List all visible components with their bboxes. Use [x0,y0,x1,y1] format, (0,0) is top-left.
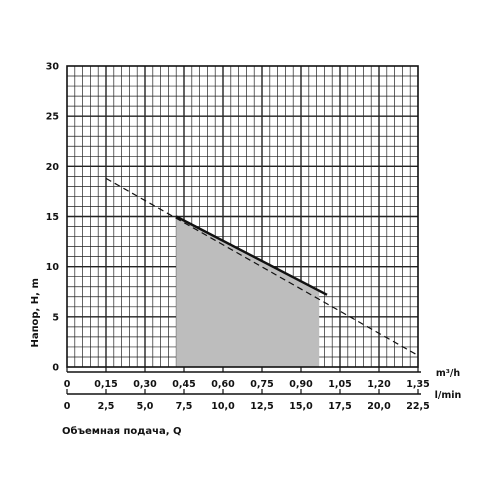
x-unit-m3h: m³/h [436,368,461,379]
x-tick-label-lmin: 0 [64,401,71,412]
x-tick-label-lmin: 5,0 [137,401,154,412]
x-tick-label-lmin: 10,0 [211,401,235,412]
y-tick-label: 0 [52,363,59,374]
x-tick-label-m3h: 1,20 [367,379,391,390]
x-tick-label-lmin: 15,0 [289,401,313,412]
x-tick-label-m3h: 0,15 [94,379,117,390]
x-tick-label-m3h: 1,35 [406,379,429,390]
x-tick-label-m3h: 0,60 [211,379,235,390]
x-axis-m3h: 0 0,15 0,30 0,45 0,60 0,75 0,90 1,05 1,20 1,35 m³/… [64,367,461,390]
x-tick-label-m3h: 0,90 [289,379,313,390]
x-tick-label-lmin: 7,5 [176,401,193,412]
x-tick-label-m3h: 0 [64,379,71,390]
x-tick-label-m3h: 0,30 [133,379,157,390]
x-axis-title: Объемная подача, Q [62,425,182,437]
y-tick-label: 20 [46,162,60,173]
y-axis-title: Напор, Н, m [30,278,41,347]
y-tick-label: 15 [46,212,59,223]
x-tick-label-lmin: 22,5 [406,401,429,412]
y-tick-label: 5 [52,312,59,323]
x-tick-label-m3h: 0,45 [172,379,195,390]
y-tick-label: 25 [46,112,59,123]
x-tick-label-lmin: 12,5 [250,401,273,412]
y-tick-label: 30 [46,62,60,73]
x-tick-label-m3h: 1,05 [328,379,351,390]
x-tick-label-lmin: 20,0 [367,401,391,412]
series-solid-line [175,215,328,296]
x-axis-lmin: 0 2,5 5,0 7,5 10,0 12,5 15,0 17,5 20,0 22,5 l/min [64,389,462,412]
x-unit-lmin: l/min [435,390,462,401]
x-tick-label-m3h: 0,75 [250,379,273,390]
x-tick-label-lmin: 2,5 [98,401,115,412]
plot-frame [66,65,419,368]
working-area-fill [176,216,320,367]
x-tick-label-lmin: 17,5 [328,401,351,412]
y-tick-label: 10 [46,262,60,273]
y-tick-labels: 0 5 10 15 20 25 30 [46,62,60,374]
